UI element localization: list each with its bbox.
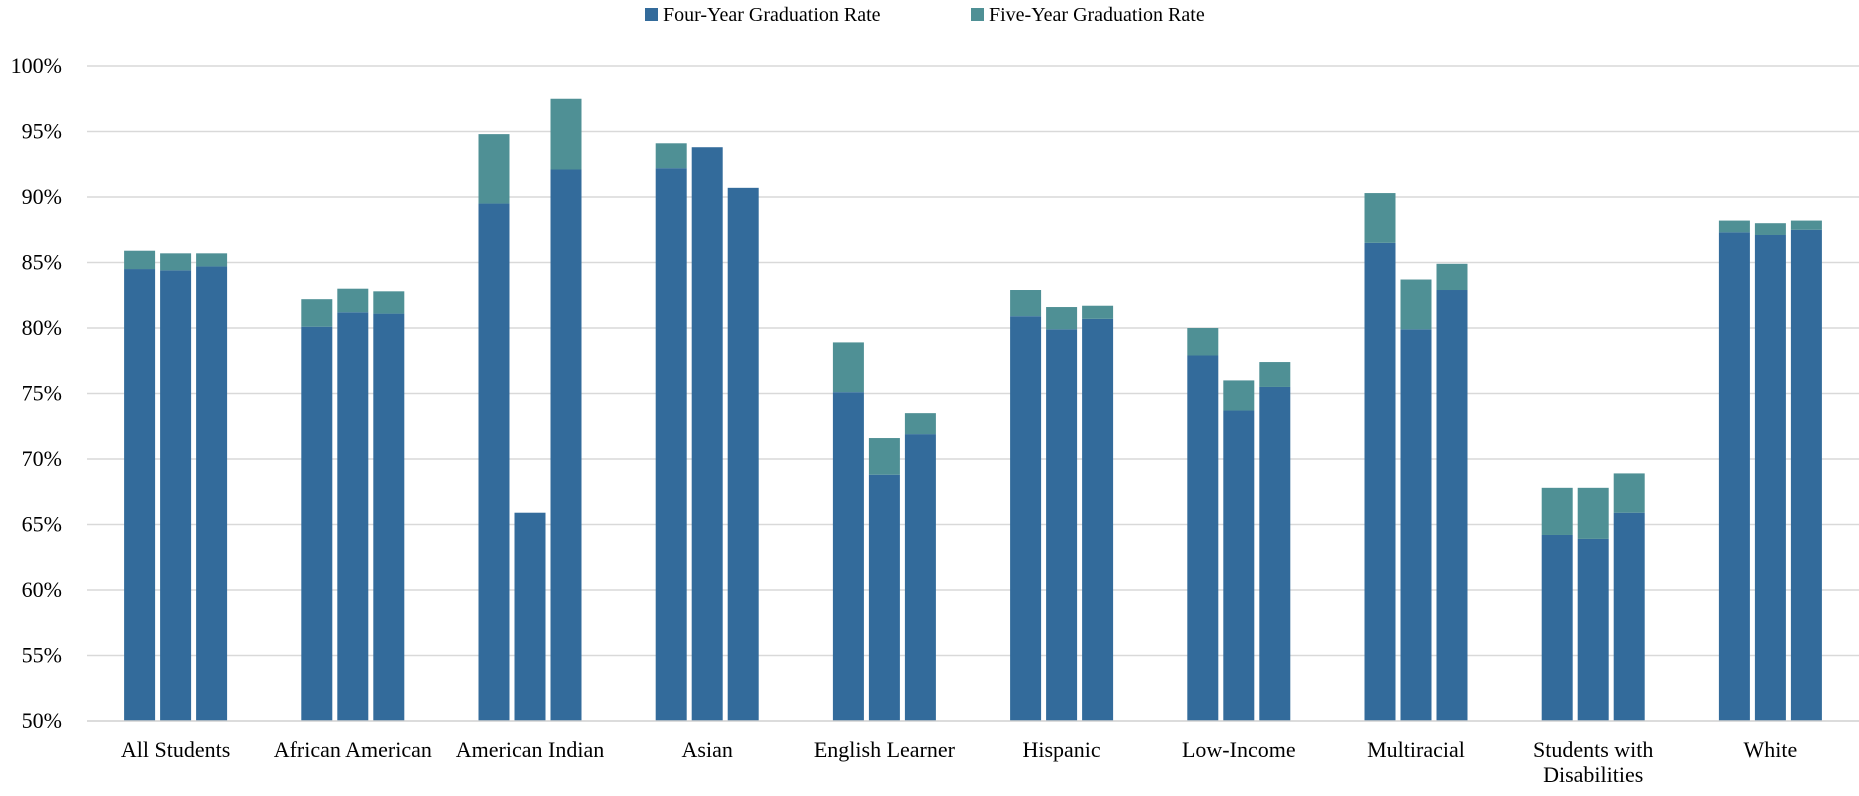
legend-label-five-year: Five-Year Graduation Rate [989, 4, 1205, 26]
bar-four-year [1364, 242, 1396, 721]
y-axis-tick-labels: 50% 55% 60% 65% 70% 75% 80% 85% 90% 95% 100% [11, 53, 62, 733]
x-tick-label: All Students [121, 737, 230, 762]
bar-five-year-segment [904, 413, 936, 435]
x-tick-label: Students with Disabilities [1533, 737, 1653, 787]
bar-four-year [1400, 329, 1432, 721]
bar-four-year [655, 168, 687, 721]
bar-five-year-segment [832, 342, 864, 393]
x-tick-label: English Learner [814, 737, 956, 762]
bar-five-year-segment [655, 143, 687, 169]
legend: Four-Year Graduation Rate Five-Year Grad… [645, 4, 1205, 26]
bar-four-year [373, 313, 405, 721]
bar-five-year-segment [1577, 487, 1609, 539]
bar-five-year-segment [1223, 380, 1255, 411]
bar-five-year-segment [124, 250, 156, 270]
legend-swatch-five-year [971, 8, 984, 21]
bar-four-year [1259, 386, 1291, 721]
bar-four-year [1754, 234, 1786, 722]
y-tick-label: 100% [11, 53, 62, 78]
bar-five-year-segment [1187, 328, 1219, 356]
bar-five-year-segment [868, 438, 900, 475]
x-tick-label: Hispanic [1022, 737, 1100, 762]
y-tick-label: 60% [22, 577, 62, 602]
bar-four-year [727, 187, 759, 721]
x-axis-category-labels: All Students African American American Ind… [121, 737, 1797, 787]
bar-four-year [868, 474, 900, 721]
bar-four-year [1577, 538, 1609, 721]
y-tick-label: 95% [22, 119, 62, 144]
bar-four-year [1082, 318, 1114, 721]
bar-five-year-segment [337, 288, 369, 313]
bar-five-year-segment [1790, 220, 1822, 230]
legend-swatch-four-year [645, 8, 658, 21]
bar-four-year [1790, 229, 1822, 721]
bar-four-year [691, 147, 723, 722]
bar-four-year [514, 512, 546, 721]
bar-five-year-segment [1613, 473, 1645, 513]
bars [124, 98, 1822, 722]
y-tick-label: 90% [22, 184, 62, 209]
x-tick-label: American Indian [456, 737, 604, 762]
bar-four-year [160, 270, 192, 721]
y-tick-label: 85% [22, 250, 62, 275]
bar-four-year [1223, 410, 1255, 721]
bar-five-year-segment [1541, 487, 1573, 535]
bar-four-year [196, 266, 228, 721]
x-tick-label: White [1744, 737, 1798, 762]
x-tick-label: African American [274, 737, 432, 762]
bar-five-year-segment [1046, 307, 1078, 330]
y-tick-label: 80% [22, 315, 62, 340]
y-tick-label: 55% [22, 643, 62, 668]
x-tick-label: Low-Income [1182, 737, 1296, 762]
bar-five-year-segment [1082, 305, 1114, 319]
bar-four-year [1436, 290, 1468, 721]
bar-four-year [1046, 329, 1078, 721]
bar-four-year [1010, 316, 1042, 721]
bar-four-year [550, 169, 582, 722]
y-tick-label: 65% [22, 512, 62, 537]
bar-four-year [1541, 534, 1573, 721]
y-tick-label: 70% [22, 446, 62, 471]
legend-label-four-year: Four-Year Graduation Rate [663, 4, 881, 26]
bar-four-year [478, 203, 510, 722]
bar-four-year [1613, 512, 1645, 721]
bar-five-year-segment [1754, 223, 1786, 235]
bar-four-year [1187, 355, 1219, 721]
bar-four-year [1718, 232, 1750, 721]
bar-four-year [832, 392, 864, 721]
bar-five-year-segment [1436, 263, 1468, 291]
bar-five-year-segment [196, 253, 228, 267]
y-tick-label: 50% [22, 708, 62, 733]
bar-five-year-segment [1364, 193, 1396, 243]
bar-five-year-segment [373, 291, 405, 314]
bar-four-year [301, 326, 333, 721]
y-tick-label: 75% [22, 381, 62, 406]
bar-four-year [124, 269, 156, 721]
bar-five-year-segment [1400, 279, 1432, 330]
x-tick-label: Multiracial [1367, 737, 1465, 762]
bar-five-year-segment [160, 253, 192, 271]
bar-five-year-segment [301, 299, 333, 327]
bar-five-year-segment [550, 98, 582, 170]
bar-four-year [337, 312, 369, 721]
x-tick-label: Asian [682, 737, 733, 762]
bar-five-year-segment [478, 134, 510, 204]
bar-five-year-segment [1010, 290, 1042, 317]
bar-four-year [904, 434, 936, 721]
bar-five-year-segment [1259, 362, 1291, 387]
bar-five-year-segment [1718, 220, 1750, 233]
